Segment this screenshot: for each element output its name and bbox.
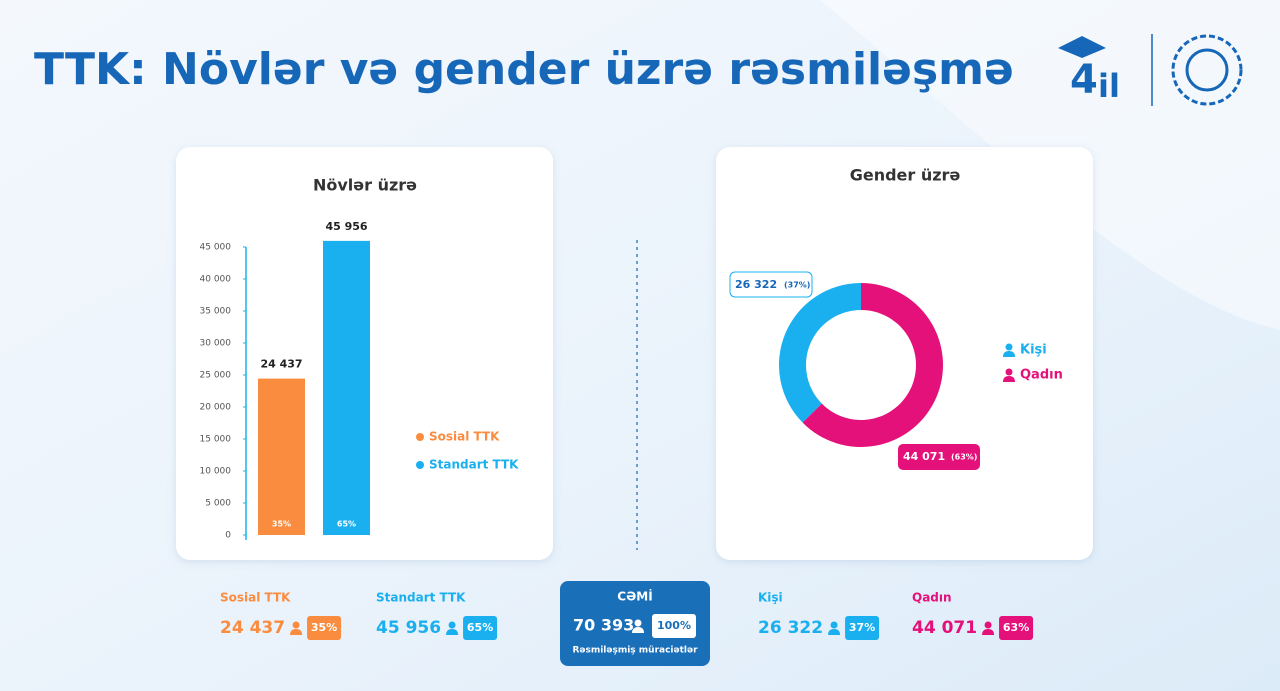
- icon-body: [290, 629, 303, 635]
- icon-head: [1005, 368, 1013, 376]
- summary-icon: [290, 621, 303, 635]
- legend-label: Sosial TTK: [429, 430, 500, 444]
- callout-value: 44 071: [903, 450, 945, 463]
- icon-body: [446, 629, 459, 635]
- logo-text: il: [1098, 67, 1120, 105]
- donut-card: [716, 147, 1093, 560]
- total-share: 100%: [657, 619, 691, 632]
- bar: [258, 378, 305, 535]
- share-label: 35%: [272, 520, 291, 529]
- total-caption: Rəsmiləşmiş müraciətlər: [572, 646, 698, 656]
- callout: 26 322 (37%): [729, 271, 813, 298]
- legend-marker: [416, 461, 424, 469]
- summary-name: Qadın: [912, 591, 952, 605]
- total-value: 70 393: [573, 616, 634, 635]
- y-tick-label: 0: [225, 531, 231, 541]
- summary-value: 45 956: [376, 618, 441, 638]
- summary-value: 44 071: [912, 618, 977, 638]
- chart-title: Gender üzrə: [850, 166, 961, 185]
- callout-value: 26 322: [735, 278, 777, 291]
- icon-head: [448, 621, 456, 629]
- icon-head: [830, 621, 838, 629]
- total-title: CƏMİ: [617, 589, 652, 604]
- page-title: TTK: Növlər və gender üzrə rəsmiləşmə: [34, 44, 1014, 95]
- share-badge: [845, 616, 880, 640]
- y-tick-label: 40 000: [200, 275, 232, 285]
- summary-name: Standart TTK: [376, 591, 466, 605]
- summary-value: 24 437: [220, 618, 285, 638]
- icon-head: [634, 619, 642, 627]
- icon-body: [632, 627, 644, 633]
- value-label: 45 956: [325, 220, 367, 233]
- legend-label: Standart TTK: [429, 458, 519, 472]
- logo-number: 4: [1070, 57, 1098, 103]
- legend-label: Kişi: [1020, 343, 1047, 358]
- summary-icon: [828, 621, 841, 635]
- summary-icon: [982, 621, 995, 635]
- summary-icon: [446, 621, 459, 635]
- y-tick-label: 45 000: [200, 243, 232, 253]
- summary-share: 65%: [467, 621, 493, 634]
- total-badge: [652, 614, 696, 638]
- share-badge: [307, 616, 342, 640]
- share-label: 65%: [337, 520, 356, 529]
- bar: [323, 240, 370, 536]
- icon-head: [984, 621, 992, 629]
- share-badge: [463, 616, 498, 640]
- y-tick-label: 35 000: [200, 307, 232, 317]
- share-badge: [999, 616, 1034, 640]
- y-tick-label: 10 000: [200, 467, 232, 477]
- summary-share: 63%: [1003, 621, 1029, 634]
- summary-value: 26 322: [758, 618, 823, 638]
- icon-body: [1003, 351, 1015, 357]
- y-tick-label: 20 000: [200, 403, 232, 413]
- summary-share: 37%: [849, 621, 875, 634]
- donut-segment: [802, 283, 943, 447]
- callout: 44 071 (63%): [898, 444, 980, 470]
- icon-head: [292, 621, 300, 629]
- chart-title: Növlər üzrə: [313, 176, 417, 195]
- summary-share: 35%: [311, 621, 337, 634]
- icon-body: [828, 629, 841, 635]
- legend-marker: [1003, 368, 1015, 382]
- summary-name: Kişi: [758, 591, 783, 605]
- callout-share: (63%): [951, 453, 977, 462]
- y-tick-label: 25 000: [200, 371, 232, 381]
- legend-label: Qadın: [1020, 368, 1063, 383]
- logo: 4 il: [1058, 34, 1243, 106]
- donut-segment: [779, 283, 861, 423]
- callout-box: [898, 444, 980, 470]
- icon-body: [1003, 376, 1015, 382]
- legend-marker: [416, 433, 424, 441]
- y-tick-label: 5 000: [205, 499, 231, 509]
- icon-body: [982, 629, 995, 635]
- callout-box: [729, 271, 813, 298]
- total-icon: [632, 619, 644, 633]
- y-tick-label: 15 000: [200, 435, 232, 445]
- legend-marker: [1003, 343, 1015, 357]
- icon-head: [1005, 343, 1013, 351]
- value-label: 24 437: [260, 358, 302, 371]
- summary-name: Sosial TTK: [220, 591, 291, 605]
- callout-share: (37%): [784, 281, 810, 290]
- y-tick-label: 30 000: [200, 339, 232, 349]
